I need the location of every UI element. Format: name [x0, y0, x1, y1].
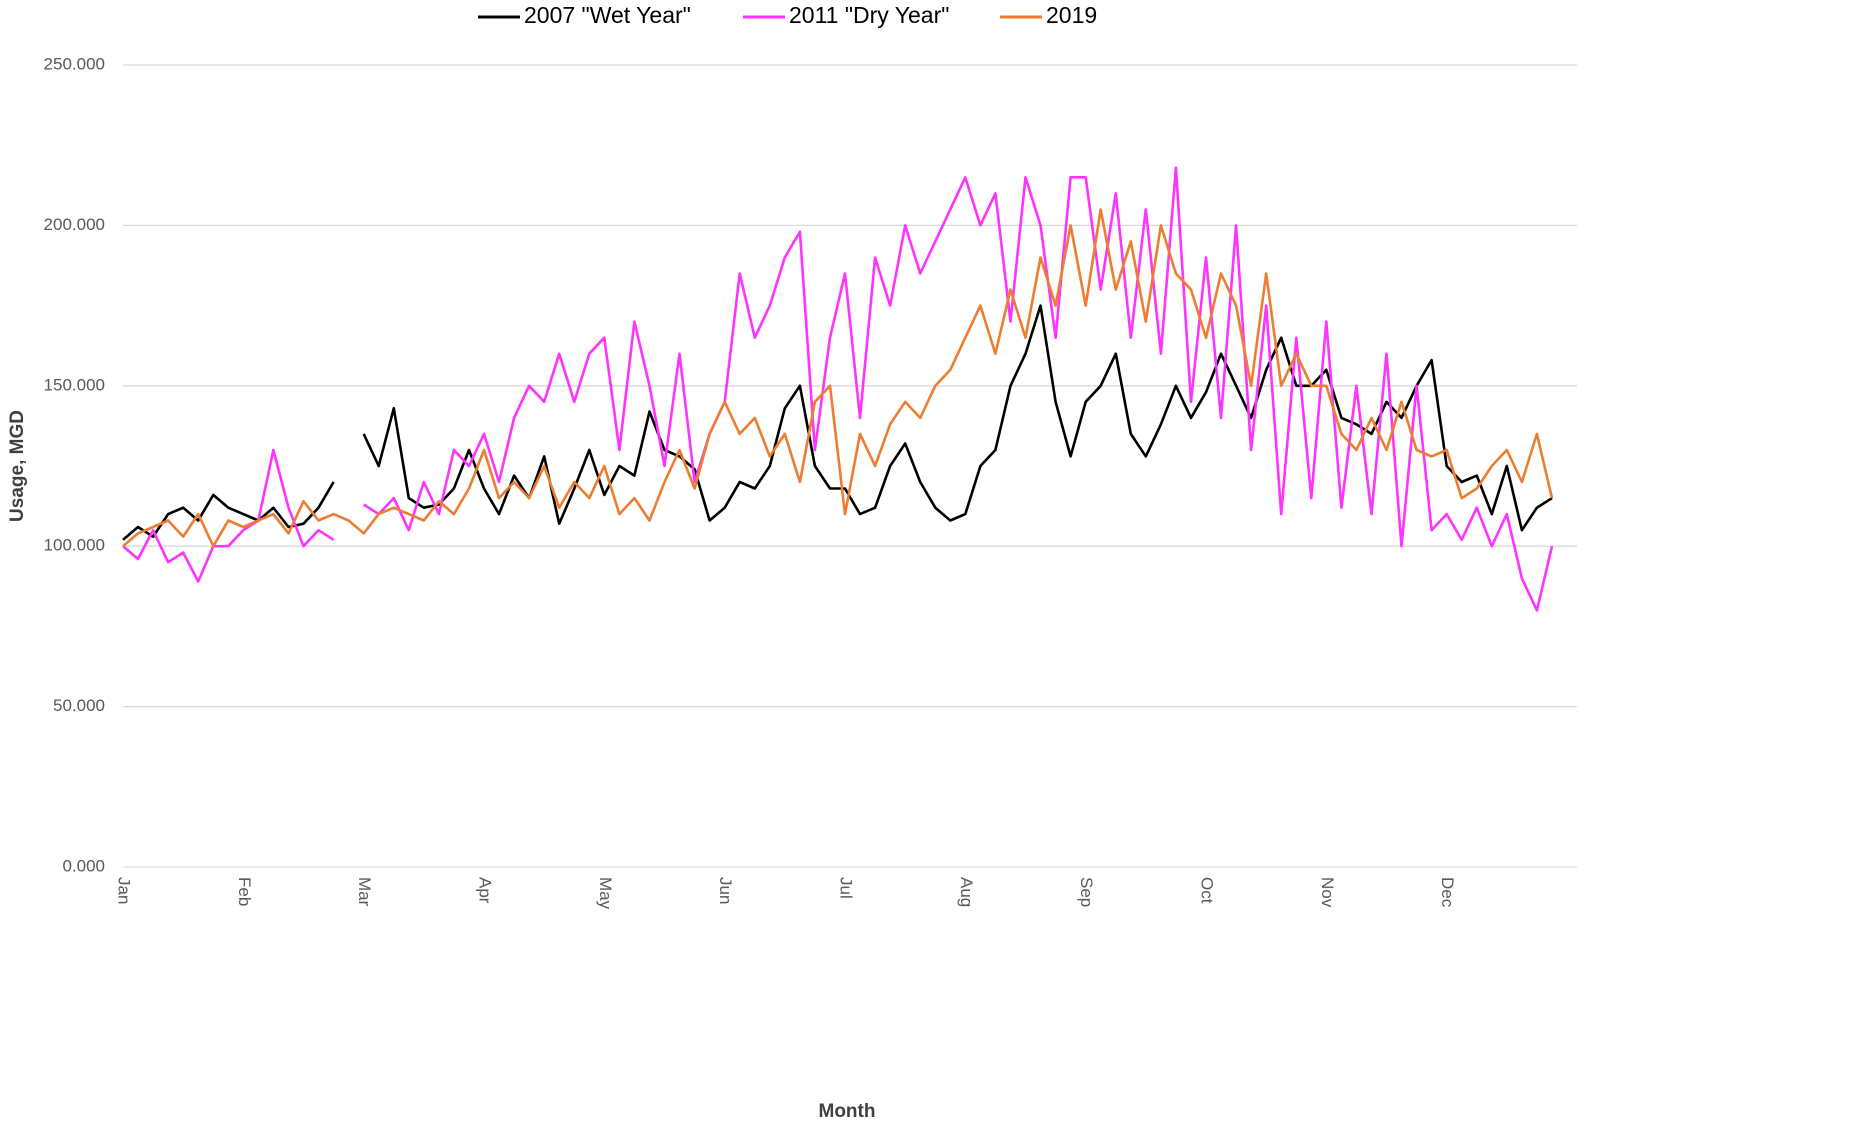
x-tick-label: Feb — [235, 877, 254, 906]
x-tick-label: Sep — [1077, 877, 1096, 907]
series-line — [122, 166, 1554, 612]
y-tick-label: 50.000 — [53, 696, 105, 715]
x-tick-label: Apr — [476, 877, 495, 904]
legend-label: 2007 "Wet Year" — [524, 2, 691, 28]
legend-label: 2019 — [1046, 2, 1097, 28]
legend-label: 2011 "Dry Year" — [789, 2, 949, 28]
x-tick-label: Aug — [957, 877, 976, 907]
y-tick-label: 250.000 — [44, 54, 105, 73]
series-line — [122, 208, 1554, 548]
x-tick-label: Jan — [115, 877, 134, 904]
y-tick-label: 200.000 — [44, 215, 105, 234]
y-axis-title: Usage, MGD — [7, 410, 28, 522]
y-tick-label: 0.000 — [62, 856, 105, 875]
x-axis-title: Month — [819, 1101, 876, 1122]
x-tick-label: Nov — [1318, 877, 1337, 908]
y-tick-label: 150.000 — [44, 375, 105, 394]
series-line — [122, 304, 1553, 541]
x-tick-label: Jul — [837, 877, 856, 899]
y-tick-label: 100.000 — [44, 536, 105, 555]
x-tick-label: May — [596, 877, 615, 910]
x-tick-label: Jun — [716, 877, 735, 904]
x-tick-label: Oct — [1198, 877, 1217, 904]
x-tick-label: Dec — [1438, 877, 1457, 908]
x-tick-label: Mar — [355, 877, 374, 907]
